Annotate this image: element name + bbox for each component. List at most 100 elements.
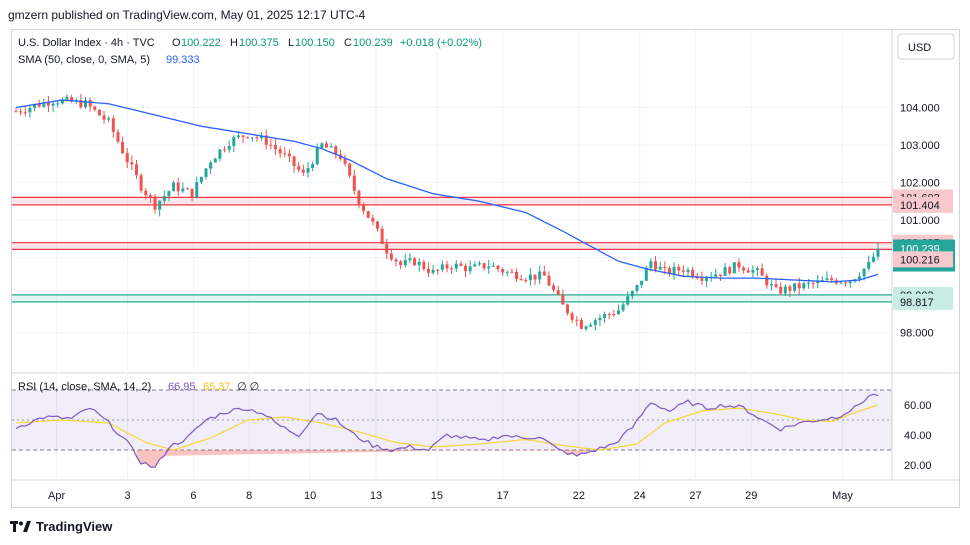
legend-low-label: L [288, 37, 294, 49]
candle-body [459, 263, 463, 266]
candle-body [375, 221, 379, 229]
candle-body [598, 317, 602, 321]
candle-body [705, 277, 709, 281]
candle-body [746, 270, 750, 273]
candle-body [185, 188, 189, 190]
candle-body [756, 268, 760, 271]
candle-body [820, 280, 824, 282]
legend-close: 100.239 [353, 37, 393, 49]
candle-body [663, 266, 667, 269]
candle-body [343, 158, 347, 164]
candle-body [561, 294, 565, 305]
rsi-legend-label: RSI (14, close, SMA, 14, 2) [18, 381, 151, 393]
chart-frame: 98.00099.000100.000101.000102.000103.000… [11, 29, 960, 508]
rsi-legend-value: 66.95 [168, 381, 196, 393]
candle-body [788, 286, 792, 291]
candle-body [223, 149, 227, 151]
time-tick-label: 17 [497, 490, 509, 502]
candle-body [862, 268, 866, 277]
time-tick-label: 22 [573, 490, 585, 502]
candle-body [283, 153, 287, 155]
candle-body [65, 97, 69, 100]
price-tick-label: 102.000 [900, 178, 940, 190]
candle-body [811, 282, 815, 284]
candle-body [158, 200, 162, 210]
candle-body [190, 188, 194, 198]
candle-body [565, 304, 569, 314]
candle-body [93, 106, 97, 110]
candle-body [162, 196, 166, 201]
currency-button[interactable] [897, 33, 955, 60]
candle-body [125, 153, 129, 163]
tag-r1-bottom: 101.404 [900, 200, 940, 212]
price-tick-label: 98.000 [900, 328, 934, 340]
candle-body [718, 274, 722, 276]
candle-body [297, 166, 301, 170]
candle-body [464, 265, 468, 272]
candle-body [199, 176, 203, 183]
candle-body [533, 274, 537, 280]
candle-body [236, 135, 240, 138]
candle-body [468, 266, 472, 272]
candle-body [487, 266, 491, 269]
candle-body [556, 290, 560, 295]
legend-change: +0.018 (+0.02%) [400, 37, 482, 49]
candle-body [658, 266, 662, 270]
candle-body [301, 169, 305, 173]
candle-body [793, 283, 797, 291]
sma-line-group [15, 99, 879, 283]
candle-body [51, 103, 55, 106]
rsi-pane [12, 389, 892, 468]
candle-body [830, 278, 834, 281]
candle-body [867, 261, 871, 269]
candle-body [84, 100, 88, 108]
candle-body [644, 267, 648, 281]
candle-body [371, 217, 375, 222]
candle-body [700, 278, 704, 281]
candle-body [607, 314, 611, 316]
candle-body [672, 266, 676, 275]
candle-body [195, 182, 199, 198]
time-tick-label: 13 [370, 490, 382, 502]
candle-body [769, 284, 773, 286]
candle-body [144, 190, 148, 196]
chart-canvas[interactable]: 98.00099.000100.000101.000102.000103.000… [12, 30, 959, 507]
candle-body [797, 283, 801, 289]
footer-brand[interactable]: TradingView [10, 519, 112, 534]
candle-body [774, 284, 778, 287]
rsi-line [15, 393, 879, 468]
candle-body [445, 264, 449, 269]
candle-body [14, 111, 18, 113]
candle-body [760, 268, 764, 276]
candle-body [399, 261, 403, 266]
candle-body [148, 195, 152, 197]
rsi-tick-label: 60.00 [904, 400, 932, 412]
candle-body [519, 279, 523, 281]
candle-body [246, 136, 250, 138]
rsi-ma-line [15, 404, 879, 451]
candle-body [621, 304, 625, 311]
candle-body [802, 283, 806, 289]
candle-body [857, 276, 861, 280]
candle-body [422, 261, 426, 269]
candle-body [97, 109, 101, 116]
candle-body [681, 270, 685, 272]
candle-body [686, 269, 690, 272]
candle-body [552, 285, 556, 291]
candle-body [269, 144, 273, 146]
candle-body [691, 269, 695, 277]
candle-body [751, 270, 755, 273]
candle-body [60, 99, 64, 104]
rsi-legend-ma-value: 65.37 [203, 381, 231, 393]
candle-body [510, 271, 514, 273]
grid [12, 30, 959, 481]
publisher-line: gmzern published on TradingView.com, May… [8, 8, 366, 22]
candle-body [264, 135, 268, 145]
legend-high-label: H [230, 37, 238, 49]
price-tags: 101.603101.404100.395100.23902:42:32100.… [893, 189, 955, 310]
candle-body [616, 310, 620, 315]
candle-body [728, 267, 732, 274]
candle-body [181, 188, 185, 192]
candle-body [413, 258, 417, 266]
candle-body [213, 158, 217, 163]
